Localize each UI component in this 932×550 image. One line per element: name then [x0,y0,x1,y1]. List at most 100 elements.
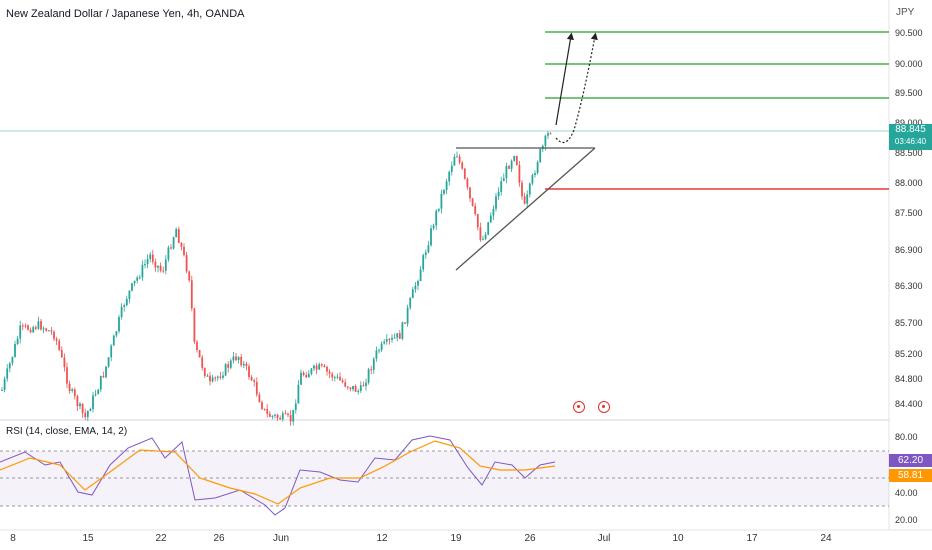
candle-body [458,156,461,163]
candle-body [487,222,490,235]
candle-body [172,237,175,249]
candle-body [120,306,123,318]
candle-body [346,386,349,388]
candle-body [328,371,331,374]
candle-body [237,356,240,361]
candle-body [266,408,269,414]
candle-body [235,356,237,361]
candle-body [211,377,214,382]
candle-body [323,365,326,367]
candle-body [219,376,222,378]
candle-body [526,194,529,204]
time-tick: 10 [672,533,684,544]
candle-body [474,205,477,215]
candle-body [307,373,310,378]
candle-body [188,271,191,281]
candle-body [357,390,360,392]
candle-body [372,358,375,370]
candle-body [209,375,211,382]
economic-event-icon[interactable] [598,401,610,413]
candle-body [437,208,440,211]
candle-body [42,328,45,330]
candle-body [149,254,152,259]
candle-body [3,378,6,390]
candle-body [414,285,417,290]
candle-body [294,403,297,410]
candle-body [536,162,539,174]
time-tick: 19 [450,533,462,544]
candle-body [183,246,185,256]
candle-body [362,385,365,387]
candle-body [1,389,3,391]
candle-body [151,254,154,262]
rsi-line [0,435,556,516]
candle-body [427,245,430,253]
candle-body [391,337,393,340]
candle-body [84,412,87,418]
candle-body [94,394,97,396]
candle-body [29,329,32,333]
time-tick: 15 [82,533,94,544]
candle-body [107,357,110,367]
candle-body [27,325,29,330]
currency-label: JPY [896,7,915,18]
candle-body [144,263,146,265]
candle-body [289,415,292,422]
price-tick: 85.200 [895,349,923,359]
candle-body [513,156,516,161]
candle-body [411,289,414,299]
candle-body [518,164,521,183]
candle-body [539,149,542,163]
time-tick: 22 [155,533,167,544]
candle-body [313,365,315,369]
candle-body [380,343,383,351]
price-tick: 84.400 [895,399,923,409]
candle-body [58,340,61,350]
projected-path-arrow [555,32,598,144]
price-tick: 88.500 [895,148,923,158]
candle-body [471,198,474,206]
candle-body [268,413,271,417]
economic-event-icon[interactable] [573,401,585,413]
candle-body [190,280,193,309]
candle-body [128,290,131,299]
candle-body [341,380,344,383]
candle-body [339,376,341,381]
candle-body [216,376,219,378]
candle-body [97,389,100,395]
candle-body [502,178,505,182]
candle-body [432,225,435,229]
candle-body [21,325,24,327]
time-tick: 26 [524,533,536,544]
candle-body [370,369,373,371]
candle-body [528,183,531,195]
candle-body [32,327,35,333]
candle-body [224,364,227,376]
candle-body [99,375,102,390]
candle-body [534,173,536,175]
candle-body [229,360,232,368]
time-tick: 24 [820,533,832,544]
candle-body [198,350,201,358]
candle-body [263,408,266,410]
countdown-timer: 03:46:40 [894,137,927,146]
candle-body [300,372,302,385]
candle-body [284,413,287,415]
rsi-indicator-title[interactable]: RSI (14, close, EMA, 14, 2) [6,426,128,437]
candle-body [19,325,22,339]
candle-body [196,341,198,351]
candle-body [354,385,357,392]
candle-body [453,156,456,166]
candle-body [482,238,484,240]
price-tick: 89.500 [895,88,923,98]
candle-body [396,333,399,338]
candle-body [240,356,243,366]
candle-body [281,413,284,420]
candle-body [8,363,11,369]
candle-body [547,133,549,136]
candle-body [227,364,230,368]
current-price-value: 88.845 [895,124,926,135]
candle-body [292,409,295,422]
candle-body [333,377,336,379]
